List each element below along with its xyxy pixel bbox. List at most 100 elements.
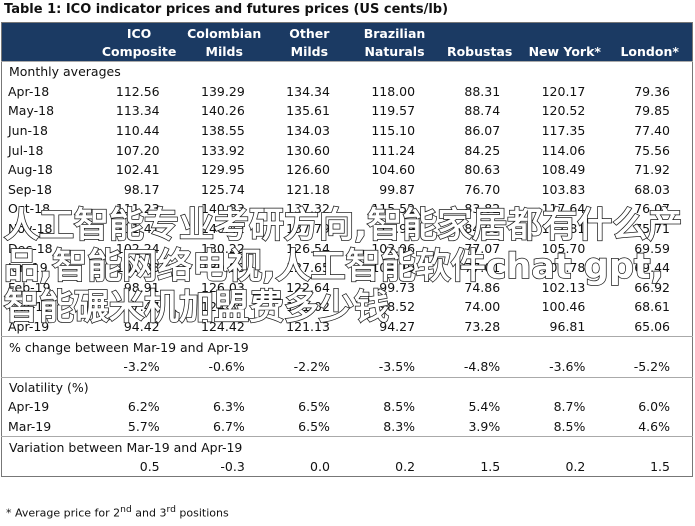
cell: 100.46 [541, 299, 586, 315]
column-header: Other Milds [266, 22, 352, 62]
cell: -4.8% [463, 359, 501, 375]
cell: 66.92 [634, 279, 670, 295]
cell: 107.20 [115, 142, 160, 158]
cell: 0.2 [395, 459, 416, 475]
section-title: Volatility (%) [1, 376, 693, 398]
cell: 134.03 [286, 123, 330, 139]
cell: 83.82 [464, 201, 501, 217]
column-header-line: Milds [205, 44, 243, 59]
cell: 140.83 [201, 201, 245, 217]
footnote-text: and 3 [131, 506, 167, 520]
price-table: ICO Composite Colombian Milds Other Milds Braz… [1, 22, 693, 478]
overlay-text: 人工智能专业考研方向,智能家居都有什么产品,智能网络电视,人工智能软件chat … [3, 205, 683, 329]
data-row: Oct-18 111.23 140.83 137.32 115.52 83.82 117.6… [2, 199, 693, 219]
cell: 74.86 [464, 279, 501, 295]
cell: 103.83 [541, 181, 586, 197]
data-row: Jul-18 107.20 133.92 130.60 111.24 84.25 114.0… [2, 140, 693, 160]
cell: -5.2% [633, 359, 670, 375]
cell: 120.52 [541, 103, 586, 119]
data-row: Apr-18 112.56 139.29 134.34 118.00 88.31 120.1… [2, 82, 693, 102]
cell: 130.60 [286, 142, 330, 158]
data-row: 0.5 -0.3 0.0 0.2 1.5 0.2 1.5 [2, 457, 693, 477]
cell: 86.07 [464, 123, 501, 139]
data-row: Apr-19 6.2% 6.3% 6.5% 8.5% 5.4% 8.7% 6.0% [2, 397, 693, 417]
column-header-line: Composite [101, 44, 177, 59]
cell: 137.32 [286, 201, 330, 217]
cell: 71.92 [634, 162, 670, 178]
row-label [2, 357, 97, 377]
cell: 79.36 [634, 83, 670, 99]
cell: 120.17 [541, 83, 586, 99]
row-label: Apr-19 [8, 319, 50, 335]
column-header-line: London* [620, 44, 679, 59]
cell: 133.92 [201, 142, 245, 158]
column-header: New York* [522, 22, 608, 62]
cell: 140.42 [201, 221, 245, 237]
row-label: Jul-18 [8, 142, 44, 158]
cell: 77.01 [464, 260, 501, 276]
data-row: Mar-19 5.7% 6.7% 6.5% 8.3% 3.9% 8.5% 4.6% [2, 417, 693, 437]
cell: 84.05 [464, 221, 501, 237]
column-header-line: Naturals [364, 44, 425, 59]
data-row: Mar-19 97.47 124.30 121.02 98.52 74.00 100.46 6… [2, 297, 693, 317]
cell: 125.74 [201, 181, 245, 197]
cell: 102.13 [541, 279, 586, 295]
data-row: Aug-18 102.41 129.95 126.60 104.60 80.63 108.4… [2, 160, 693, 180]
cell: 127.65 [286, 260, 330, 276]
cell: 108.49 [541, 162, 586, 178]
column-header-line: Colombian [187, 26, 262, 41]
cell: 121.18 [286, 181, 330, 197]
cell: 4.6% [638, 418, 670, 434]
footnote-text: * Average price for 2 [6, 506, 121, 520]
row-label: Jan-19 [8, 260, 48, 276]
cell: 124.30 [201, 299, 245, 315]
cell: 115.10 [371, 123, 416, 139]
cell: 98.52 [379, 299, 416, 315]
cell: 0.2 [565, 459, 586, 475]
data-row: Dec-18 102.24 130.22 126.54 103.96 77.07 105.7… [2, 238, 693, 258]
cell: -2.2% [293, 359, 330, 375]
cell: 0.0 [310, 459, 330, 475]
column-header-line: Robustas [446, 44, 513, 59]
cell: 84.25 [464, 142, 501, 158]
cell: 103.96 [371, 240, 416, 256]
section-row: Variation between Mar-19 and Apr-19 [1, 436, 693, 457]
header-row: ICO Composite Colombian Milds Other Milds Braz… [1, 22, 693, 62]
footnote-text: positions [175, 506, 229, 520]
cell: 88.31 [464, 83, 501, 99]
cell: 140.26 [201, 103, 245, 119]
column-header-line: New York* [528, 44, 601, 59]
cell: 69.59 [634, 240, 670, 256]
cell: 0.5 [139, 459, 160, 475]
cell: 75.71 [634, 221, 670, 237]
cell: 104.49 [371, 260, 416, 276]
cell: 119.57 [371, 103, 416, 119]
cell: 73.28 [464, 319, 501, 335]
section-title: Variation between Mar-19 and Apr-19 [1, 436, 693, 457]
column-header: London* [607, 22, 693, 62]
row-label: Apr-18 [8, 83, 50, 99]
cell: 117.81 [541, 221, 586, 237]
cell: 112.56 [115, 83, 160, 99]
data-row: Nov-18 111.41 140.42 137.79 115.99 84.05 117.8… [2, 219, 693, 239]
table-title: Table 1: ICO indicator prices and future… [4, 2, 449, 17]
cell: 110.44 [115, 123, 160, 139]
column-header-line: ICO [126, 26, 152, 41]
column-header-line: Other [289, 26, 330, 41]
cell: 6.5% [298, 399, 330, 415]
cell: 94.27 [379, 319, 416, 335]
cell: 96.81 [549, 319, 586, 335]
cell: 135.61 [286, 103, 330, 119]
cell: 106.78 [541, 260, 586, 276]
data-row: Jan-19 102.88 130.86 127.65 104.49 77.01 106.7… [2, 258, 693, 278]
cell: 6.0% [638, 399, 670, 415]
data-row: Sep-18 98.17 125.74 121.18 99.87 76.70 103.83 6… [2, 180, 693, 200]
section-row: Monthly averages [1, 60, 693, 82]
cell: 137.79 [286, 221, 330, 237]
cell: 117.64 [541, 201, 586, 217]
section-row: % change between Mar-19 and Apr-19 [1, 336, 693, 357]
cell: 115.99 [371, 221, 416, 237]
data-row: Jun-18 110.44 138.55 134.03 115.10 86.07 117.3… [2, 121, 693, 141]
cell: 77.07 [464, 240, 501, 256]
